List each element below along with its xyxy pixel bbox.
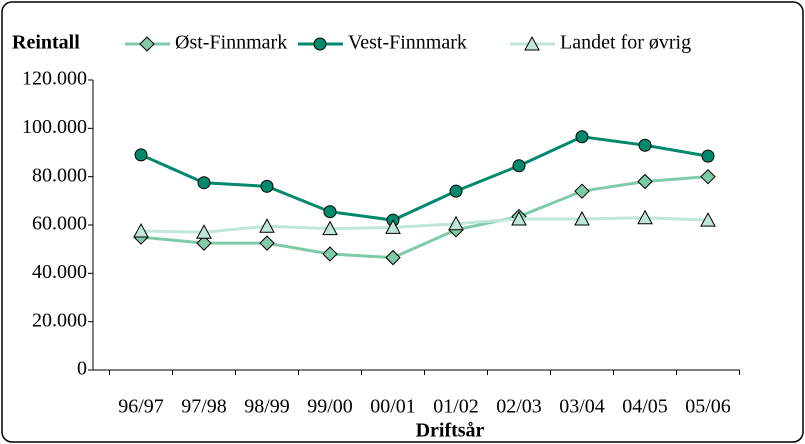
legend-label: Landet for øvrig — [560, 32, 691, 54]
data-point — [700, 168, 716, 185]
y-tick-label: 40.000 — [32, 261, 87, 283]
data-point — [196, 235, 212, 251]
data-point — [197, 176, 211, 190]
legend-label: Vest-Finnmark — [348, 32, 467, 54]
legend-marker — [524, 35, 540, 51]
data-point — [638, 138, 652, 152]
y-tick-label: 100.000 — [22, 116, 87, 138]
series-line — [140, 135, 709, 222]
data-point — [574, 183, 590, 199]
legend-label: Øst-Finnmark — [175, 32, 287, 54]
data-point — [449, 184, 463, 198]
data-point — [385, 249, 401, 266]
data-point — [574, 210, 590, 226]
y-tick-label: 80.000 — [32, 164, 87, 186]
data-point — [323, 205, 337, 219]
data-point — [322, 220, 338, 236]
x-tick-label: 00/01 — [370, 396, 416, 418]
legend-marker — [139, 36, 155, 52]
data-point — [385, 219, 401, 234]
data-point — [700, 212, 716, 227]
data-point — [512, 159, 526, 173]
x-tick-label: 04/05 — [622, 396, 668, 418]
data-point — [260, 179, 274, 193]
data-point — [134, 148, 148, 162]
chart-title: Reintall — [12, 32, 80, 54]
data-point — [259, 235, 275, 251]
x-tick-label: 99/00 — [307, 396, 353, 418]
data-point — [133, 222, 149, 238]
x-tick-label: 03/04 — [559, 396, 605, 418]
y-tick-label: 60.000 — [32, 213, 87, 235]
x-tick-label: 96/97 — [118, 396, 164, 418]
x-tick-label: 02/03 — [496, 396, 542, 418]
data-point — [637, 209, 653, 225]
y-tick-label: 0 — [77, 358, 87, 380]
x-axis-label: Driftsår — [416, 420, 485, 442]
data-point — [448, 215, 464, 231]
data-point — [637, 173, 653, 190]
x-tick-label: 01/02 — [433, 396, 479, 418]
data-point — [259, 218, 275, 233]
data-point — [701, 149, 715, 163]
data-point — [575, 130, 589, 144]
y-tick-label: 20.000 — [32, 309, 87, 331]
x-tick-label: 98/99 — [244, 396, 290, 418]
data-point — [322, 246, 338, 262]
data-point — [196, 224, 212, 239]
legend-marker — [313, 37, 327, 51]
x-tick-label: 97/98 — [181, 396, 227, 418]
data-point — [511, 210, 527, 226]
x-tick-label: 05/06 — [685, 396, 731, 418]
series-line — [140, 216, 709, 234]
series-line — [140, 175, 709, 260]
y-tick-label: 120.000 — [22, 68, 87, 90]
